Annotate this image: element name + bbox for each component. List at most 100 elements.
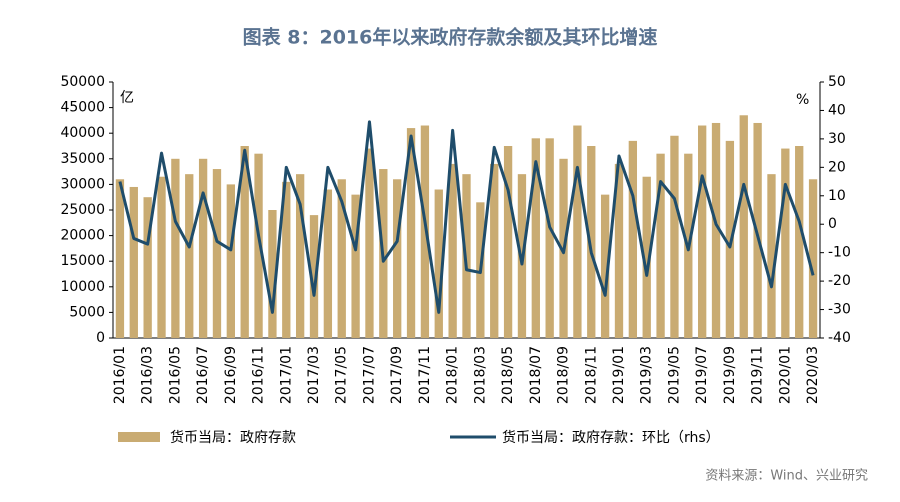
bar [226, 184, 235, 338]
x-tick-label: 2016/03 [140, 346, 156, 404]
bar [711, 122, 721, 339]
y-tick-label: 0 [96, 330, 105, 346]
bar [254, 153, 263, 338]
bar [309, 215, 319, 338]
y-tick-label: 15000 [60, 253, 105, 269]
bar [698, 125, 707, 339]
x-tick-label: 2018/07 [528, 346, 544, 404]
y2-tick-label: 50 [828, 74, 846, 90]
bar [587, 146, 596, 338]
bar [365, 148, 374, 338]
y-tick-label: 45000 [60, 100, 105, 116]
x-tick-label: 2016/05 [167, 346, 183, 404]
y-tick-label: 50000 [60, 74, 105, 90]
y-tick-label: 25000 [60, 202, 105, 218]
x-tick-label: 2019/07 [694, 346, 710, 404]
x-tick-label: 2019/09 [722, 346, 738, 404]
x-tick-label: 2020/01 [777, 346, 793, 404]
bar [795, 146, 804, 338]
bar [212, 169, 222, 338]
bar [573, 125, 582, 339]
y-tick-label: 35000 [60, 151, 105, 167]
bar [531, 138, 540, 338]
chart-title: 图表 8：2016年以来政府存款余额及其环比增速 [243, 26, 658, 49]
x-tick-label: 2016/01 [112, 346, 128, 404]
bar [351, 194, 360, 338]
legend-swatch [118, 432, 160, 442]
y-tick-label: 5000 [69, 304, 105, 320]
bar [600, 194, 610, 338]
y2-tick-label: -20 [828, 273, 851, 289]
source: 资料来源：Wind、兴业研究 [705, 469, 868, 484]
bar [115, 179, 125, 338]
bar [656, 153, 665, 338]
x-tick-label: 2016/11 [251, 346, 267, 404]
bar [503, 146, 513, 338]
y2-tick-label: 10 [828, 188, 846, 204]
legend-label: 货币当局：政府存款 [170, 429, 296, 446]
x-tick-label: 2017/01 [278, 346, 294, 404]
bar [143, 197, 152, 338]
x-tick-label: 2018/11 [583, 346, 599, 404]
x-tick-label: 2016/07 [195, 346, 211, 404]
x-tick-label: 2018/05 [500, 346, 516, 404]
x-tick-label: 2018/09 [556, 346, 572, 404]
bar [490, 163, 499, 338]
y2-tick-label: -40 [828, 330, 851, 346]
x-tick-label: 2017/11 [417, 346, 433, 404]
bar [295, 174, 305, 338]
bar [157, 176, 166, 338]
bar [628, 140, 638, 338]
x-tick-label: 2017/07 [361, 346, 377, 404]
bar [198, 158, 208, 338]
bar [739, 115, 748, 338]
x-tick-label: 2019/01 [611, 346, 627, 404]
x-tick-label: 2017/05 [334, 346, 350, 404]
line [118, 120, 815, 314]
x-tick-label: 2016/09 [223, 346, 239, 404]
y-tick-label: 10000 [60, 279, 105, 295]
bar [323, 189, 333, 338]
y2-tick-label: -30 [828, 302, 851, 318]
x-tick-label: 2017/09 [389, 346, 405, 404]
bar [171, 158, 180, 338]
x-tick-label: 2018/01 [445, 346, 461, 404]
bar [420, 125, 430, 339]
y-tick-label: 40000 [60, 125, 105, 141]
bar [448, 163, 457, 338]
bar [781, 148, 790, 338]
bar [545, 138, 554, 338]
bar [767, 174, 776, 338]
x-tick-label: 2019/05 [666, 346, 682, 404]
bar [434, 189, 443, 338]
bar [185, 174, 194, 338]
y-tick-label: 30000 [60, 176, 105, 192]
bar [393, 179, 402, 338]
bar [725, 140, 735, 338]
bar [406, 128, 416, 338]
bar [282, 181, 291, 338]
y2-tick-label: 20 [828, 159, 846, 175]
bar [268, 210, 277, 338]
y2-tick-label: 30 [828, 131, 846, 147]
y2-tick-label: 0 [828, 216, 837, 232]
bar [642, 176, 651, 338]
bar [670, 135, 679, 338]
bar [240, 146, 249, 338]
y-axis-label: 亿 [120, 90, 134, 106]
x-tick-label: 2019/11 [750, 346, 766, 404]
y2-tick-label: -10 [828, 245, 851, 261]
legend-label: 货币当局：政府存款：环比（rhs） [502, 429, 720, 446]
x-tick-label: 2020/03 [805, 346, 821, 404]
x-tick-label: 2017/03 [306, 346, 322, 404]
x-tick-label: 2018/03 [472, 346, 488, 404]
y-tick-label: 20000 [60, 228, 105, 244]
bar [808, 179, 818, 338]
bar [614, 163, 624, 338]
x-tick-label: 2019/03 [639, 346, 655, 404]
bar [129, 186, 138, 338]
y2-tick-label: 40 [828, 102, 846, 118]
y2-axis-label: % [796, 92, 809, 108]
bar [337, 179, 346, 338]
